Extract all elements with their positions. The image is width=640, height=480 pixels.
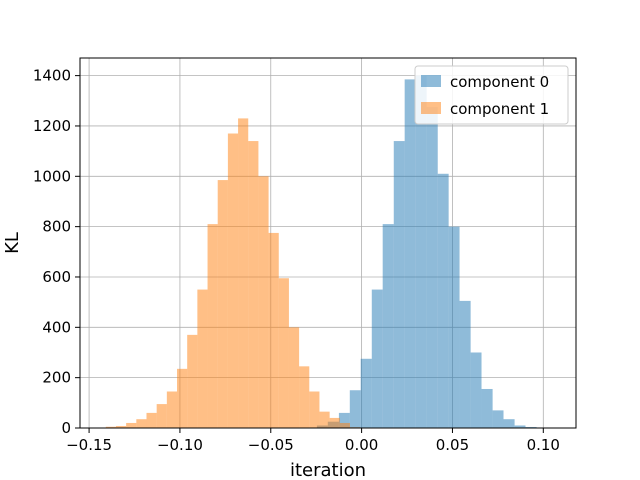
ticks-layer: −0.15 −0.10 −0.05 0.00 0.05 0.10 0 200 400 600 800…	[33, 67, 560, 454]
legend-swatch	[421, 102, 441, 114]
histogram-bar-series-0	[481, 388, 493, 428]
legend-label: component 0	[450, 73, 549, 91]
histogram-bar-series-0	[393, 141, 405, 428]
y-tick-label: 200	[42, 369, 71, 387]
x-tick-label: −0.05	[248, 436, 294, 454]
histogram-bar-series-1	[329, 417, 340, 428]
histogram-bar-series-0	[492, 410, 504, 428]
histogram-bar-series-1	[126, 422, 137, 428]
bars-layer	[105, 75, 559, 429]
histogram-bar-series-1	[166, 391, 178, 428]
histogram-bar-series-1	[105, 426, 116, 428]
legend-label: component 1	[450, 100, 549, 118]
y-tick-label: 1200	[33, 117, 71, 135]
histogram-bar-series-0	[349, 390, 361, 428]
histogram-bar-series-0	[514, 425, 526, 428]
histogram-bar-series-1	[177, 368, 188, 428]
legend-box	[414, 65, 569, 125]
histogram-bar-series-0	[470, 352, 482, 428]
histogram-bar-series-1	[156, 404, 167, 428]
histogram-bar-series-0	[404, 79, 416, 428]
y-axis-label: KL	[2, 232, 23, 254]
y-tick-label: 600	[42, 268, 71, 286]
histogram-bar-series-0	[415, 75, 427, 428]
histogram-bar-series-1	[258, 176, 269, 428]
y-tick-label: 1400	[33, 67, 71, 85]
histogram-bar-series-0	[448, 226, 460, 428]
histogram-bar-series-1	[197, 289, 208, 428]
histogram-bar-series-0	[437, 173, 449, 428]
histogram-bar-series-1	[187, 334, 198, 428]
x-tick-label: 0.00	[345, 436, 378, 454]
histogram-bar-series-1	[238, 118, 249, 428]
x-tick-label: 0.10	[527, 436, 560, 454]
y-tick-label: 800	[42, 218, 71, 236]
y-tick-label: 0	[61, 419, 71, 437]
x-tick-label: 0.05	[436, 436, 469, 454]
y-tick-label: 1000	[33, 167, 71, 185]
histogram-bar-series-1	[217, 180, 228, 428]
histogram-bar-series-0	[426, 107, 438, 428]
histogram-bar-series-1	[248, 141, 259, 428]
histogram-bar-series-1	[288, 327, 300, 428]
x-tick-label: −0.15	[66, 436, 112, 454]
x-tick-label: −0.10	[157, 436, 203, 454]
histogram-bar-series-1	[278, 278, 289, 428]
histogram-bar-series-1	[268, 232, 279, 428]
histogram-bar-series-1	[136, 419, 147, 428]
histogram-bar-series-1	[146, 412, 157, 428]
histogram-bar-series-0	[503, 419, 515, 428]
legend: component 0 component 1	[414, 65, 569, 125]
x-axis-label: iteration	[290, 460, 366, 480]
histogram-bar-series-1	[115, 425, 127, 428]
histogram-bar-series-0	[382, 224, 394, 428]
histogram-bar-series-0	[525, 426, 537, 428]
histogram-bar-series-1	[207, 224, 218, 428]
histogram-bar-series-1	[319, 411, 330, 428]
histogram-bar-series-0	[459, 300, 471, 428]
legend-swatch	[421, 75, 441, 87]
histogram-bar-series-0	[371, 289, 383, 428]
histogram-bar-series-0	[360, 358, 372, 428]
plot-frame	[79, 57, 577, 429]
histogram-bar-series-0	[338, 412, 350, 428]
histogram-bar-series-1	[227, 133, 239, 429]
histogram-bar-series-1	[339, 422, 350, 428]
histogram-bar-series-1	[299, 366, 310, 428]
histogram-bar-series-1	[309, 391, 320, 428]
y-tick-label: 400	[42, 318, 71, 336]
